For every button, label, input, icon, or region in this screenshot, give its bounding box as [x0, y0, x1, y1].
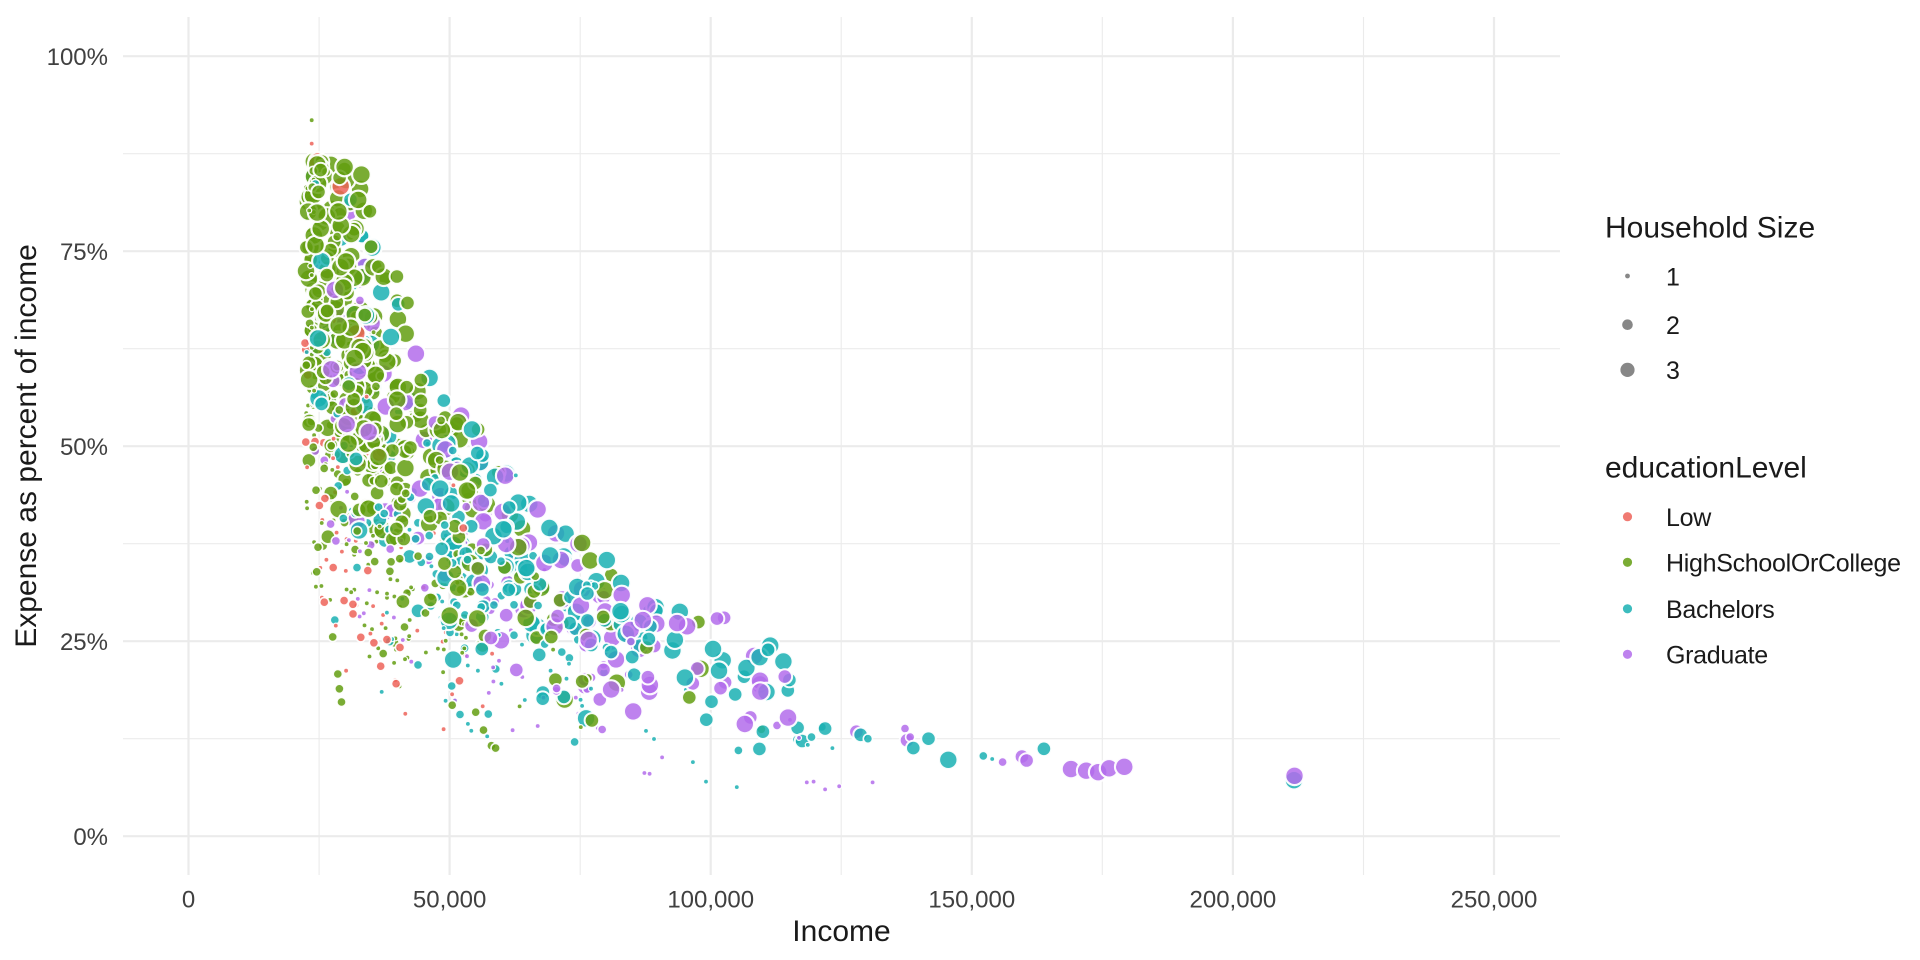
svg-text:educationLevel: educationLevel [1605, 452, 1807, 485]
svg-text:100,000: 100,000 [667, 887, 754, 914]
svg-text:150,000: 150,000 [928, 887, 1015, 914]
svg-text:Household Size: Household Size [1605, 212, 1815, 245]
svg-text:1: 1 [1666, 263, 1680, 291]
svg-text:Low: Low [1666, 504, 1712, 532]
svg-text:50%: 50% [60, 434, 108, 461]
svg-text:0: 0 [182, 887, 195, 914]
svg-text:75%: 75% [60, 239, 108, 266]
svg-text:Bachelors: Bachelors [1666, 596, 1774, 624]
svg-text:250,000: 250,000 [1451, 887, 1538, 914]
svg-text:HighSchoolOrCollege: HighSchoolOrCollege [1666, 550, 1901, 578]
svg-text:2: 2 [1666, 312, 1680, 340]
svg-text:Expense as percent of income: Expense as percent of income [10, 244, 43, 648]
svg-text:50,000: 50,000 [413, 887, 486, 914]
svg-text:25%: 25% [60, 629, 108, 656]
svg-text:0%: 0% [73, 824, 108, 851]
svg-text:100%: 100% [47, 44, 108, 71]
svg-text:3: 3 [1666, 357, 1680, 385]
svg-text:200,000: 200,000 [1190, 887, 1277, 914]
svg-text:Income: Income [792, 915, 890, 948]
svg-text:Graduate: Graduate [1666, 642, 1768, 670]
